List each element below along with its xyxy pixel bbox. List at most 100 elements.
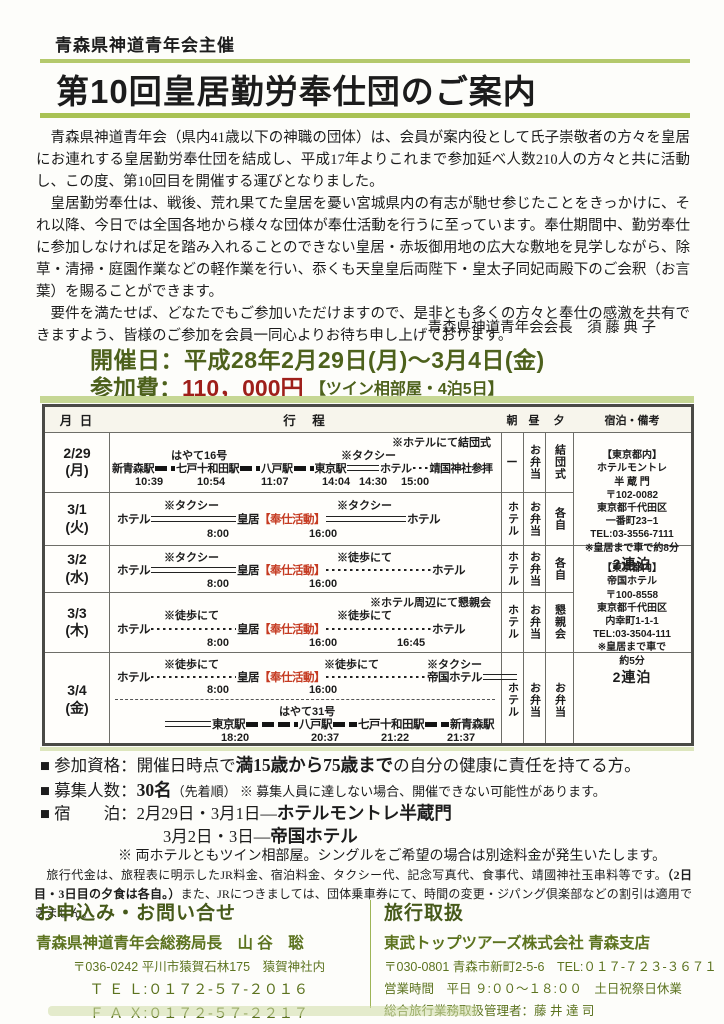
- station: 帝国ホテル: [427, 672, 483, 684]
- contact-apply-tel: Ｔ Ｅ Ｌ:０１７２-５７-２０１６: [89, 982, 309, 998]
- table-grid-line: [45, 492, 573, 493]
- row-date: 3/3 (木): [65, 604, 89, 639]
- station: 八戸駅: [261, 463, 293, 475]
- requirement-lodging-2: 3月2日・3日―帝国ホテル: [163, 823, 358, 848]
- itinerary-row-3: ※タクシー ※徒歩にて ホテル 皇居 【奉仕活動】 ホテル 8:00 16:00: [109, 545, 501, 592]
- station: ホテル: [380, 463, 412, 475]
- row3-label-1: ※タクシー: [164, 552, 219, 564]
- time: 14:04: [322, 476, 351, 488]
- activity-label: 【奉仕活動】: [259, 624, 326, 636]
- green-rule-top: [40, 59, 690, 63]
- col-header-notes: 宿泊・備考: [573, 407, 691, 432]
- agency-heading: 旅行取扱: [384, 903, 465, 924]
- requirement-capacity: ■ 募集人数：30名（先着順） ※ 募集人員に達しない場合、開催できない可能性が…: [40, 777, 606, 802]
- meal-breakfast: ホテル: [506, 681, 519, 718]
- meal-breakfast: ホテル: [506, 604, 519, 640]
- contact-apply-name: 青森県神道青年会総務局長 山 谷 聡: [36, 935, 304, 952]
- walk-line: [151, 628, 236, 630]
- rail-line: [246, 721, 298, 727]
- lodging-hotel-2: 帝国ホテル: [270, 826, 358, 846]
- time: 8:00: [207, 684, 230, 696]
- row1-taxi-label: ※タクシー: [341, 450, 396, 462]
- itinerary-row-1: ※ホテルにて結団式 はやて16号 ※タクシー 新青森駅 七戸十和田駅 八戸駅 東京駅 ホ…: [109, 432, 501, 492]
- meal-lunch: お弁当: [528, 681, 541, 718]
- row5-route-morning: ホテル 皇居 【奉仕活動】 帝国ホテル: [117, 669, 518, 685]
- station: ホテル: [117, 624, 151, 636]
- agency-hours: 営業時間 平日 ９:００～１８:００ 土日祝祭日休業: [384, 982, 682, 996]
- table-grid-line: [45, 652, 691, 653]
- table-grid-line: [45, 432, 691, 433]
- table-grid-line: [501, 407, 502, 743]
- activity-label: 【奉仕活動】: [259, 672, 326, 684]
- row5-label-1: ※徒歩にて: [164, 659, 219, 671]
- itinerary-row-4: ※ホテル周辺にて懇親会 ※徒歩にて ※徒歩にて ホテル 皇居 【奉仕活動】 ホテル 8…: [109, 592, 501, 652]
- hotel-montore-stay: 2連泊: [612, 555, 652, 572]
- time: 16:00: [309, 684, 338, 696]
- contact-apply-address: 〒036-0242 平川市猿賀石林175 猿賀神社内: [72, 960, 326, 974]
- station: ホテル: [432, 565, 466, 577]
- station: ホテル: [407, 514, 441, 526]
- row3-route: ホテル 皇居 【奉仕活動】 ホテル: [117, 562, 466, 578]
- lodging-dates-1: 2月29日・3月1日―: [136, 804, 277, 823]
- activity-label: 【奉仕活動】: [259, 565, 326, 577]
- page-title: 第10回皇居勤労奉仕団のご案内: [56, 73, 537, 110]
- agency-address: 〒030-0801 青森市新町2-5-6 TEL:０１７-７２３-３６７１: [384, 960, 717, 974]
- row5-route-evening: 東京駅 八戸駅 七戸十和田駅 新青森駅: [164, 716, 495, 732]
- schedule-table: 月 日 行 程 朝 昼 夕 宿泊・備考 2/29 (月) 3/1 (火) 3/2…: [42, 404, 694, 746]
- time: 15:00: [401, 476, 430, 488]
- walk-line: [326, 676, 426, 678]
- table-grid-line: [573, 407, 574, 743]
- meal-lunch: お弁当: [528, 550, 541, 587]
- row4-annotation: ※ホテル周辺にて懇親会: [370, 597, 491, 609]
- col-header-itinerary: 行 程: [109, 407, 501, 432]
- fine-print: 旅行代金は、旅程表に明示したJR料金、宿泊料金、タクシー代、記念写真代、食事代、…: [34, 866, 692, 924]
- station: 皇居: [237, 624, 260, 636]
- station: 皇居: [237, 565, 260, 577]
- contact-divider: [370, 900, 371, 1008]
- station: 八戸駅: [299, 719, 333, 731]
- rail-line: [293, 465, 314, 471]
- contact-apply-heading: お申込み・お問い合せ: [36, 903, 237, 924]
- requirement-lodging-1: ■ 宿 泊：2月29日・3月1日―ホテルモントレ半蔵門: [40, 800, 452, 825]
- row1-train-label: はやて16号: [171, 450, 228, 462]
- lodging-dates-2: 3月2日・3日―: [163, 827, 271, 846]
- green-strip-below-table: [40, 747, 694, 751]
- intro-paragraph-2: 皇居勤労奉仕は、戦後、荒れ果てた皇居を憂い宮城県内の有志が馳せ参じたことをきっか…: [36, 196, 690, 301]
- hotel-montore-lines: 【東京都内】 ホテルモントレ 半 蔵 門 〒102-0082 東京都千代田区 一…: [585, 450, 679, 554]
- event-date-line: 開催日：平成28年2月29日(月)～3月4日(金): [90, 347, 545, 373]
- capacity-note: ※ 募集人員に達しない場合、開催できない可能性があります。: [236, 784, 606, 799]
- time: 21:22: [381, 732, 410, 744]
- time: 8:00: [207, 528, 230, 540]
- row5-train-label: はやて31号: [279, 706, 336, 718]
- row2-label-2: ※タクシー: [337, 500, 392, 512]
- station: ホテル: [432, 624, 466, 636]
- taxi-line: [347, 465, 379, 471]
- station: 皇居: [237, 514, 260, 526]
- time: 20:37: [311, 732, 340, 744]
- row2-label-1: ※タクシー: [164, 500, 219, 512]
- intro-text: 青森県神道青年会（県内41歳以下の神職の団体）は、会員が案内役として氏子崇敬者の…: [36, 127, 690, 347]
- fine-print-bold: （2日目・3日目の夕食は各自。）: [34, 868, 692, 902]
- station: ホテル: [117, 514, 151, 526]
- taxi-line: [151, 567, 236, 573]
- row4-label-1: ※徒歩にて: [164, 610, 219, 622]
- lodging-hotel-1: ホテルモントレ半蔵門: [276, 803, 452, 823]
- station: 東京駅: [314, 463, 347, 475]
- meal-breakfast: ホテル: [506, 500, 519, 537]
- meal-dinner: 各自: [553, 556, 566, 581]
- walk-line: [412, 467, 429, 469]
- taxi-line: [151, 516, 236, 522]
- row-date: 2/29 (月): [63, 444, 91, 479]
- station: 皇居: [237, 672, 260, 684]
- time: 16:00: [309, 637, 338, 649]
- eligibility-age-range: 満15歳から75歳まで: [235, 755, 394, 775]
- time: 18:20: [221, 732, 250, 744]
- row-date: 3/4 (金): [65, 682, 89, 716]
- rail-line: [155, 465, 175, 471]
- col-header-lunch: 昼: [523, 407, 545, 432]
- time: 10:54: [197, 476, 226, 488]
- intro-paragraph-1: 青森県神道青年会（県内41歳以下の神職の団体）は、会員が案内役として氏子崇敬者の…: [36, 130, 690, 191]
- row1-annotation: ※ホテルにて結団式: [392, 437, 491, 449]
- rail-line: [333, 721, 357, 727]
- agency-company: 東武トップツアーズ株式会社 青森支店: [384, 935, 651, 952]
